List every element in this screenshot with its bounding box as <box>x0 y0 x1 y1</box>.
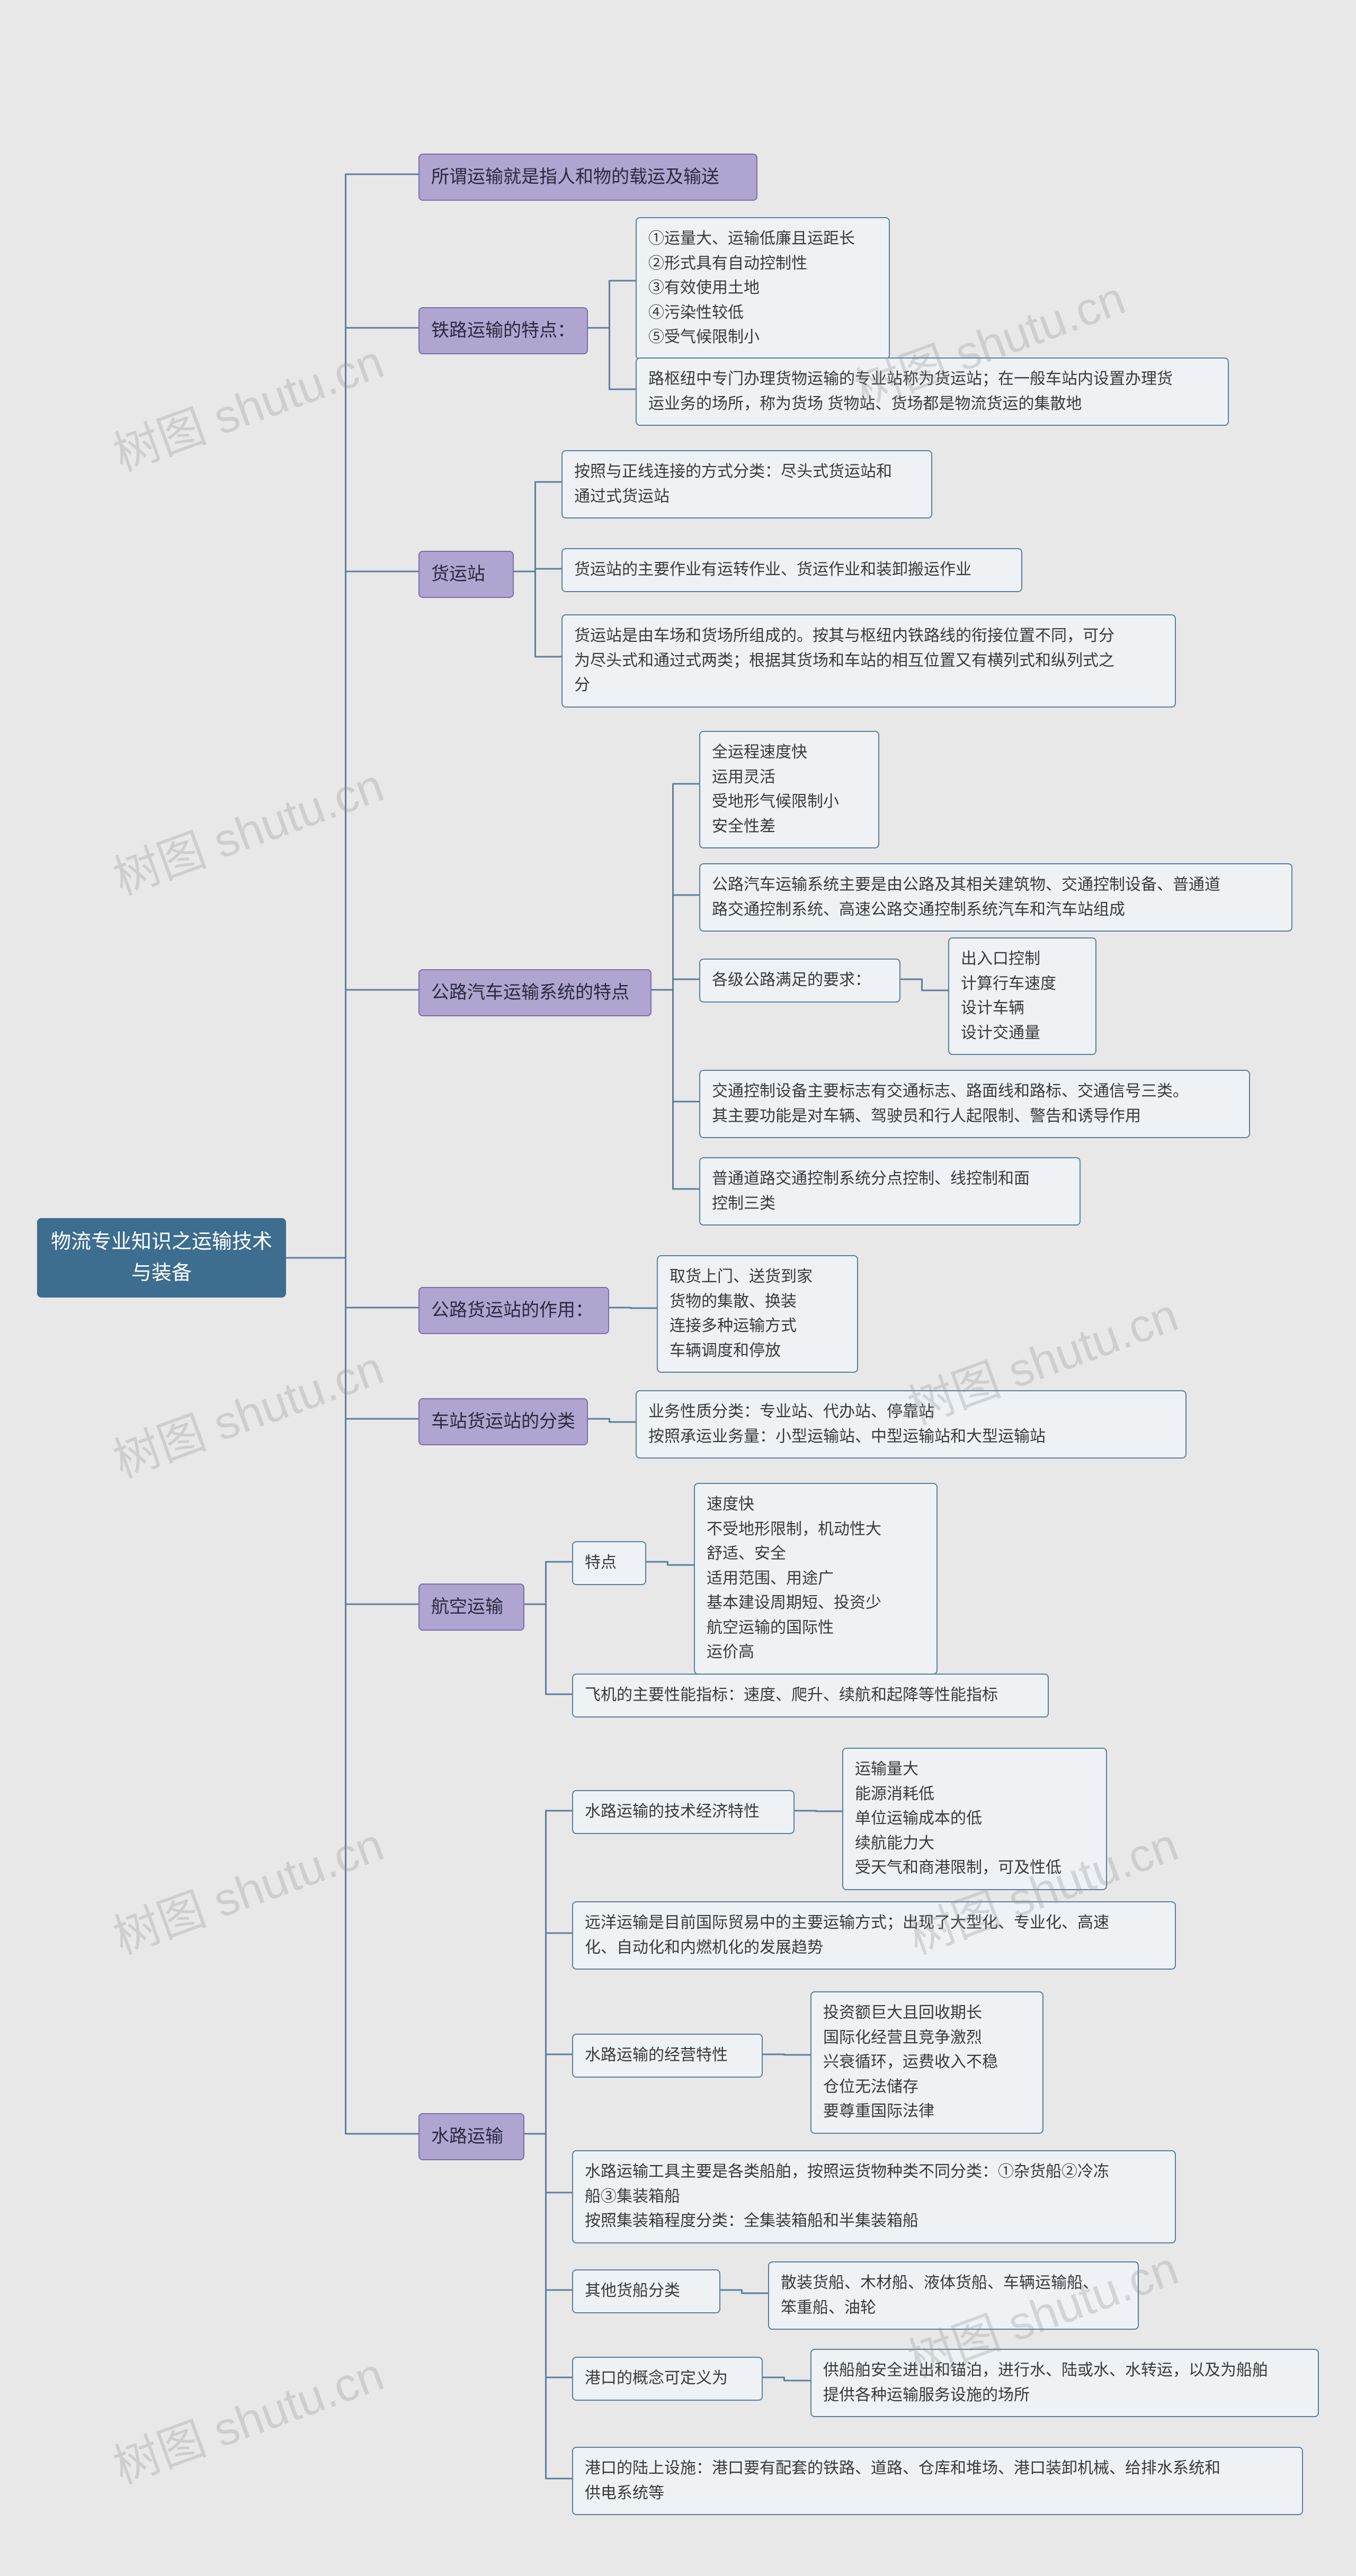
branch-node-4: 公路货运站的作用： <box>418 1287 609 1334</box>
branch-node-3: 公路汽车运输系统的特点 <box>418 969 652 1016</box>
branch-7-child-0: 水路运输的技术经济特性 <box>572 1790 795 1834</box>
watermark-0: 树图 shutu.cn <box>103 325 391 485</box>
branch-node-1: 铁路运输的特点： <box>418 307 588 354</box>
branch-7-child-6: 港口的陆上设施：港口要有配套的铁路、道路、仓库和堆场、港口装卸机械、给排水系统和… <box>572 2447 1303 2515</box>
watermark-5: 树图 shutu.cn <box>103 1808 391 1967</box>
branch-6-child-1: 飞机的主要性能指标：速度、爬升、续航和起降等性能指标 <box>572 1674 1049 1718</box>
watermark-8: 树图 shutu.cn <box>103 2337 391 2497</box>
branch-3-child-1: 公路汽车运输系统主要是由公路及其相关建筑物、交通控制设备、普通道 路交通控制系统… <box>699 863 1292 932</box>
branch-2-child-2: 货运站是由车场和货场所组成的。按其与枢纽内铁路线的衔接位置不同，可分 为尽头式和… <box>561 614 1176 708</box>
branch-node-5: 车站货运站的分类 <box>418 1398 588 1445</box>
branch-node-6: 航空运输 <box>418 1584 524 1631</box>
branch-3-child-4: 普通道路交通控制系统分点控制、线控制和面 控制三类 <box>699 1157 1081 1226</box>
branch-3-child-3: 交通控制设备主要标志有交通标志、路面线和路标、交通信号三类。 其主要功能是对车辆… <box>699 1070 1250 1138</box>
branch-5-child-0: 业务性质分类：专业站、代办站、停靠站 按照承运业务量：小型运输站、中型运输站和大… <box>636 1390 1186 1459</box>
branch-node-0: 所谓运输就是指人和物的载运及输送 <box>418 154 757 201</box>
branch-7-child-4: 其他货船分类 <box>572 2269 720 2313</box>
branch-7-child-0-g0: 运输量大 能源消耗低 单位运输成本的低 续航能力大 受天气和商港限制，可及性低 <box>842 1748 1107 1890</box>
branch-4-child-0: 取货上门、送货到家 货物的集散、换装 连接多种运输方式 车辆调度和停放 <box>657 1255 858 1373</box>
branch-6-child-0-g0: 速度快 不受地形限制，机动性大 舒适、安全 适用范围、用途广 基本建设周期短、投… <box>694 1483 938 1675</box>
branch-7-child-3: 水路运输工具主要是各类船舶，按照运货物种类不同分类：①杂货船②冷冻 船③集装箱船… <box>572 2150 1176 2243</box>
root-node: 物流专业知识之运输技术 与装备 <box>37 1218 286 1298</box>
watermark-4: 树图 shutu.cn <box>103 1331 391 1491</box>
branch-1-child-0: ①运量大、运输低廉且运距长 ②形式具有自动控制性 ③有效使用土地 ④污染性较低 … <box>636 217 890 360</box>
branch-2-child-0: 按照与正线连接的方式分类：尽头式货运站和 通过式货运站 <box>561 450 932 518</box>
mindmap-canvas: 物流专业知识之运输技术 与装备 所谓运输就是指人和物的载运及输送铁路运输的特点： ①… <box>0 0 1356 2576</box>
branch-7-child-1: 远洋运输是目前国际贸易中的主要运输方式；出现了大型化、专业化、高速 化、自动化和… <box>572 1901 1176 1970</box>
branch-3-child-2-g0: 出入口控制 计算行车速度 设计车辆 设计交通量 <box>948 937 1096 1055</box>
branch-7-child-2: 水路运输的经营特性 <box>572 2034 763 2078</box>
branch-node-2: 货运站 <box>418 551 514 598</box>
branch-7-child-5: 港口的概念可定义为 <box>572 2357 763 2401</box>
branch-6-child-0: 特点 <box>572 1541 646 1585</box>
branch-7-child-2-g0: 投资额巨大且回收期长 国际化经营且竞争激烈 兴衰循环，运费收入不稳 仓位无法储存… <box>810 1991 1043 2134</box>
branch-2-child-1: 货运站的主要作业有运转作业、货运作业和装卸搬运作业 <box>561 548 1022 592</box>
branch-7-child-5-g0: 供船舶安全进出和锚泊，进行水、陆或水、水转运，以及为船舶 提供各种运输服务设施的… <box>810 2349 1319 2417</box>
branch-node-7: 水路运输 <box>418 2113 524 2160</box>
branch-3-child-2: 各级公路满足的要求： <box>699 959 900 1003</box>
branch-7-child-4-g0: 散装货船、木材船、液体货船、车辆运输船、 笨重船、油轮 <box>768 2261 1139 2330</box>
watermark-2: 树图 shutu.cn <box>103 748 391 908</box>
branch-1-child-1: 路枢纽中专门办理货物运输的专业站称为货运站；在一般车站内设置办理货 运业务的场所… <box>636 357 1229 426</box>
branch-3-child-0: 全运程速度快 运用灵活 受地形气候限制小 安全性差 <box>699 731 879 848</box>
